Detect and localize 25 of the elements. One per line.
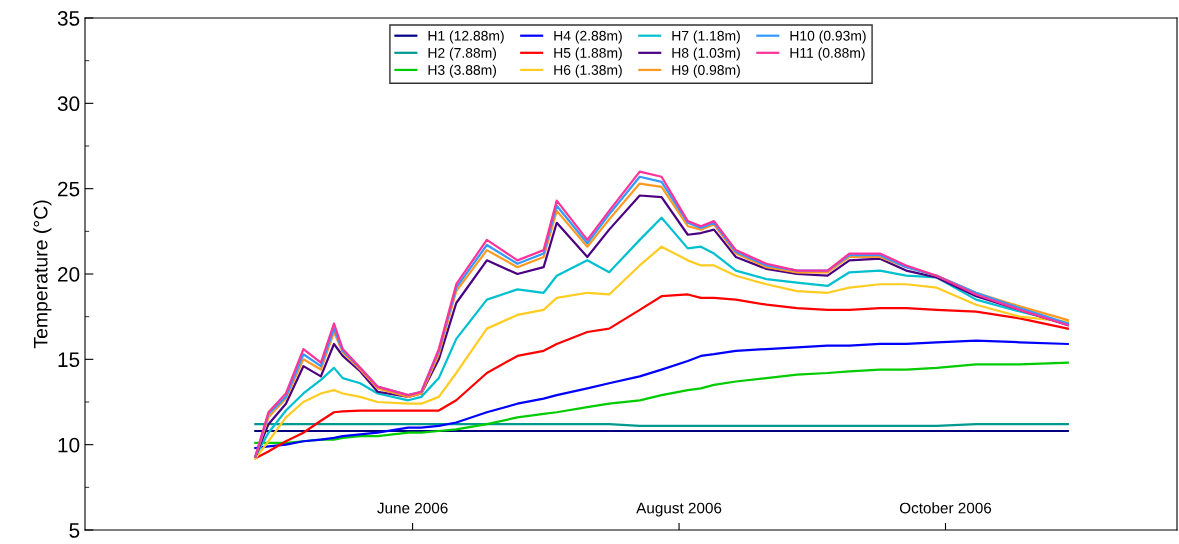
y-tick-label: 20 [58,267,80,282]
x-tick-label: June 2006 [377,502,448,514]
y-axis-title: Temperature (°C) [33,200,52,349]
legend-label: H1 (12.88m) [428,30,504,44]
y-tick-label: 15 [58,352,80,368]
y-tick-label: 25 [58,181,80,197]
legend-label: H4 (2.88m) [554,30,622,44]
x-tick-label: October 2006 [899,502,992,514]
legend-label: H11 (0.88m) [790,47,865,61]
line-series [254,361,1069,445]
legend-label: H2 (7.88m) [428,47,497,61]
line-series [254,293,1069,460]
legend-label: H7 (1.18m) [672,30,740,44]
y-tick-label: 30 [57,96,80,112]
x-tick-label: August 2006 [636,502,722,517]
line-series [254,339,1069,450]
y-tick-label: 10 [58,437,80,453]
legend-label: H10 (0.93m) [790,30,866,44]
legend-label: H5 (1.88m) [554,47,622,61]
legend-label: H9 (0.98m) [672,64,740,78]
legend-label: H8 (1.03m) [672,47,740,61]
y-tick-label: 35 [57,11,80,26]
y-tick-label: 5 [69,523,80,538]
legend-label: H6 (1.38m) [554,64,622,78]
legend-label: H3 (3.88m) [428,64,497,78]
